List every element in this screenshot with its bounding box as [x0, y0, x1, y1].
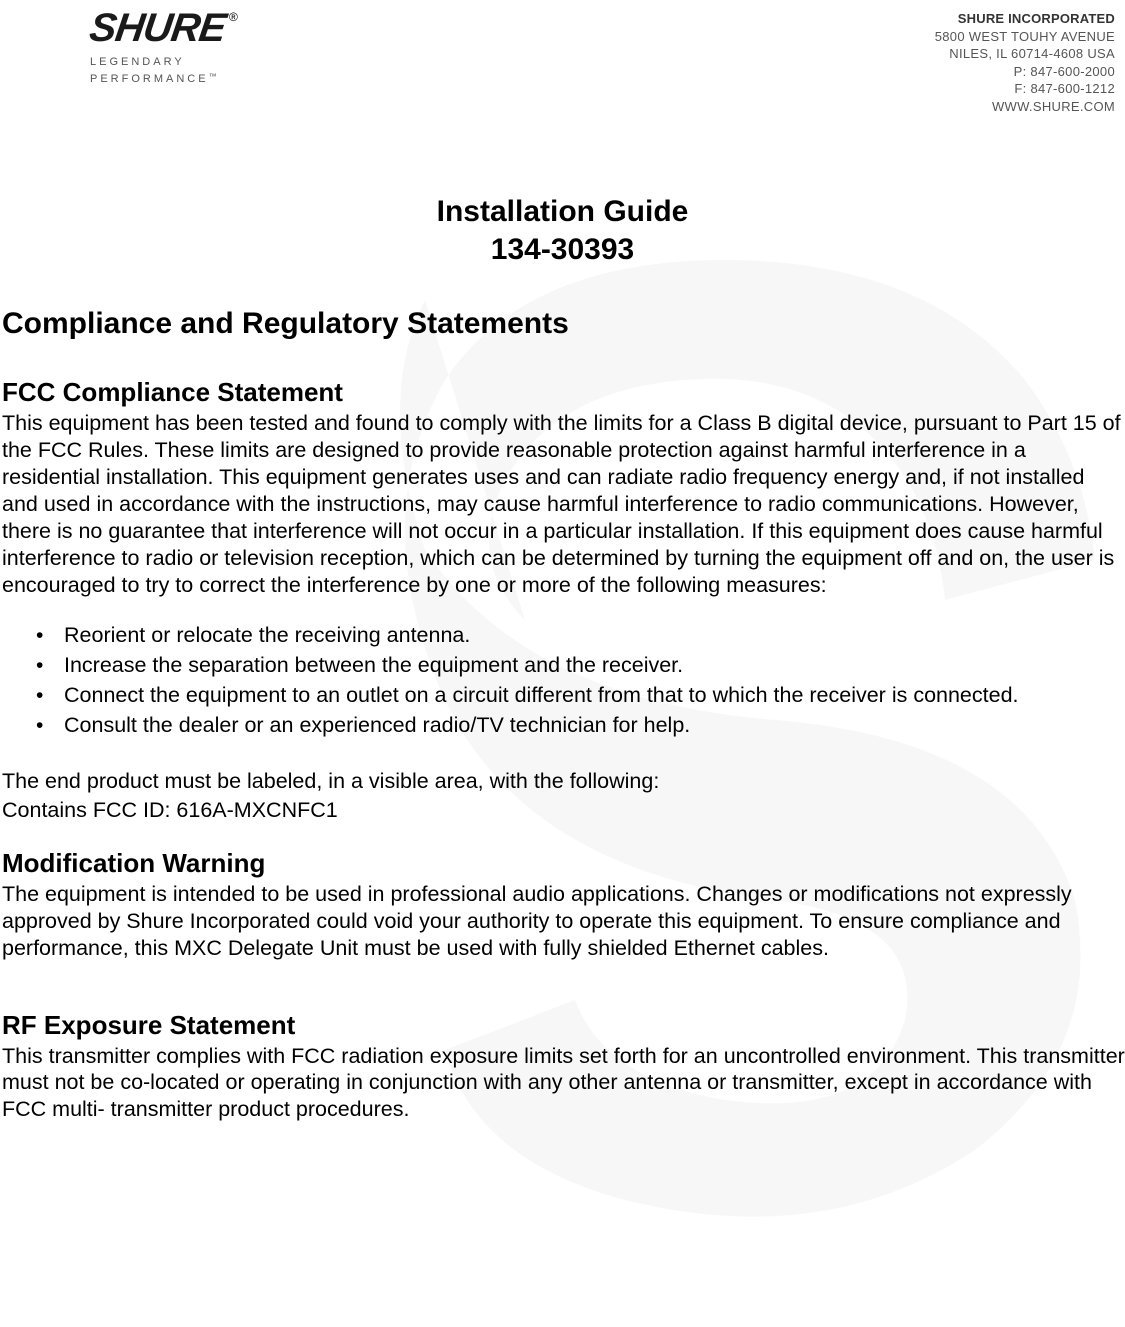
logo-block: SHURE® LEGENDARY PERFORMANCE™: [90, 10, 238, 87]
fcc-bullet-item: Connect the equipment to an outlet on a …: [36, 682, 1125, 710]
document-title: Installation Guide: [0, 195, 1125, 229]
trademark-symbol: ™: [209, 72, 217, 81]
fcc-label-intro: The end product must be labeled, in a vi…: [0, 768, 1125, 795]
company-web: WWW.SHURE.COM: [935, 98, 1115, 116]
shure-logo: SHURE®: [90, 10, 238, 46]
rf-heading: RF Exposure Statement: [0, 1010, 1125, 1041]
fcc-bullet-item: Reorient or relocate the receiving anten…: [36, 622, 1125, 650]
fcc-heading: FCC Compliance Statement: [0, 377, 1125, 408]
rf-paragraph: This transmitter complies with FCC radia…: [0, 1043, 1125, 1124]
fcc-bullet-list: Reorient or relocate the receiving anten…: [0, 622, 1125, 740]
main-heading: Compliance and Regulatory Statements: [0, 307, 1125, 341]
company-address1: 5800 WEST TOUHY AVENUE: [935, 28, 1115, 46]
tagline-line1: LEGENDARY: [90, 56, 185, 68]
company-name: SHURE INCORPORATED: [935, 10, 1115, 28]
document-header: SHURE® LEGENDARY PERFORMANCE™ SHURE INCO…: [0, 0, 1125, 115]
tagline-line2: PERFORMANCE: [90, 73, 209, 85]
company-address2: NILES, IL 60714-4608 USA: [935, 45, 1115, 63]
document-number: 134-30393: [0, 233, 1125, 267]
company-phone: P: 847-600-2000: [935, 63, 1115, 81]
tagline: LEGENDARY PERFORMANCE™: [90, 54, 238, 87]
document-title-block: Installation Guide 134-30393: [0, 195, 1125, 267]
logo-text: SHURE: [87, 10, 227, 46]
fcc-bullet-item: Consult the dealer or an experienced rad…: [36, 712, 1125, 740]
fcc-paragraph: This equipment has been tested and found…: [0, 410, 1125, 598]
registered-mark: ®: [229, 10, 238, 24]
modification-paragraph: The equipment is intended to be used in …: [0, 881, 1125, 962]
company-info: SHURE INCORPORATED 5800 WEST TOUHY AVENU…: [935, 10, 1115, 115]
modification-heading: Modification Warning: [0, 848, 1125, 879]
company-fax: F: 847-600-1212: [935, 80, 1115, 98]
fcc-id-line: Contains FCC ID: 616A-MXCNFC1: [0, 797, 1125, 824]
fcc-bullet-item: Increase the separation between the equi…: [36, 652, 1125, 680]
